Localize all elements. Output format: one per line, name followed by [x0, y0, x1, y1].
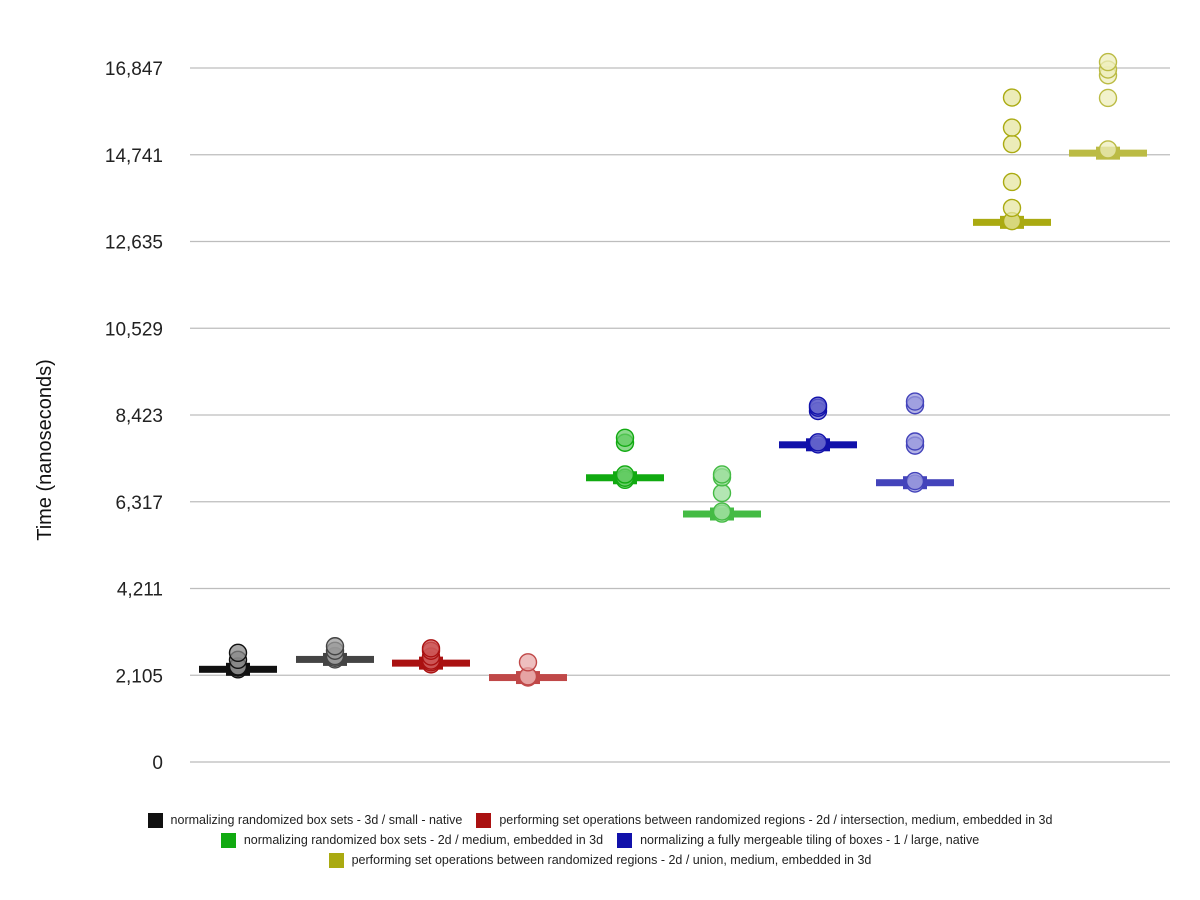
data-point	[905, 471, 925, 491]
series-group	[779, 396, 857, 454]
y-tick-label: 10,529	[105, 319, 163, 340]
data-point	[712, 502, 732, 521]
y-tick-label: 4,211	[117, 580, 163, 601]
data-point	[905, 432, 925, 451]
legend-label: performing set operations between random…	[351, 853, 872, 867]
series-group	[876, 392, 954, 493]
legend-label: performing set operations between random…	[499, 813, 1053, 827]
legend-row-1: normalizing randomized box sets - 3d / s…	[0, 810, 1200, 830]
data-point	[1002, 118, 1022, 137]
data-point	[1002, 172, 1022, 192]
data-point	[615, 465, 635, 484]
legend-item: performing set operations between random…	[328, 852, 872, 868]
data-point	[1098, 52, 1118, 72]
series-group	[296, 637, 374, 669]
gridlines	[190, 67, 1170, 763]
data-point	[1002, 134, 1022, 154]
legend-swatch	[328, 852, 344, 868]
data-point	[808, 433, 828, 452]
y-tick-label: 0	[152, 753, 163, 774]
legend-label: normalizing randomized box sets - 3d / s…	[170, 813, 463, 827]
data-point	[712, 483, 732, 503]
legend-swatch	[147, 812, 163, 828]
data-point	[1098, 88, 1118, 108]
legend-swatch	[476, 812, 492, 828]
data-point	[325, 637, 345, 656]
legend-item: normalizing randomized box sets - 3d / s…	[147, 812, 463, 828]
legend-swatch	[220, 832, 236, 848]
y-tick-label: 14,741	[105, 146, 163, 167]
chart-marks	[199, 52, 1147, 687]
legend-item: normalizing randomized box sets - 2d / m…	[220, 832, 604, 848]
data-point	[228, 643, 248, 663]
data-point	[1098, 140, 1118, 159]
series-group	[973, 88, 1051, 231]
legend-item: normalizing a fully mergeable tiling of …	[617, 832, 980, 848]
data-point	[712, 465, 732, 484]
legend-swatch	[617, 832, 633, 848]
y-tick-label: 8,423	[115, 406, 163, 427]
y-tick-label: 16,847	[105, 59, 163, 80]
legend-label: normalizing randomized box sets - 2d / m…	[243, 833, 604, 847]
data-point	[615, 428, 635, 448]
legend-label: normalizing a fully mergeable tiling of …	[640, 833, 980, 847]
legend-row-2: normalizing randomized box sets - 2d / m…	[0, 830, 1200, 850]
y-axis-ticks: 0 2,105 4,211 6,317 8,423 10,529 12,635 14,741 1…	[105, 59, 163, 774]
series-group	[392, 639, 470, 674]
data-point	[421, 639, 441, 658]
y-tick-label: 12,635	[105, 233, 163, 254]
y-tick-label: 2,105	[115, 666, 163, 687]
legend-item: performing set operations between random…	[476, 812, 1053, 828]
series-group	[586, 428, 664, 490]
data-point	[518, 653, 538, 672]
series-group	[1069, 52, 1147, 160]
legend: normalizing randomized box sets - 3d / s…	[0, 810, 1200, 870]
series-group	[199, 643, 277, 679]
data-point	[1002, 88, 1022, 107]
data-point	[905, 392, 925, 411]
y-tick-label: 6,317	[115, 493, 163, 514]
y-axis-title: Time (nanoseconds)	[34, 359, 56, 541]
data-point	[808, 396, 828, 415]
series-group	[683, 465, 761, 523]
legend-row-3: performing set operations between random…	[0, 850, 1200, 870]
data-point	[1002, 198, 1022, 218]
series-group	[489, 653, 567, 687]
